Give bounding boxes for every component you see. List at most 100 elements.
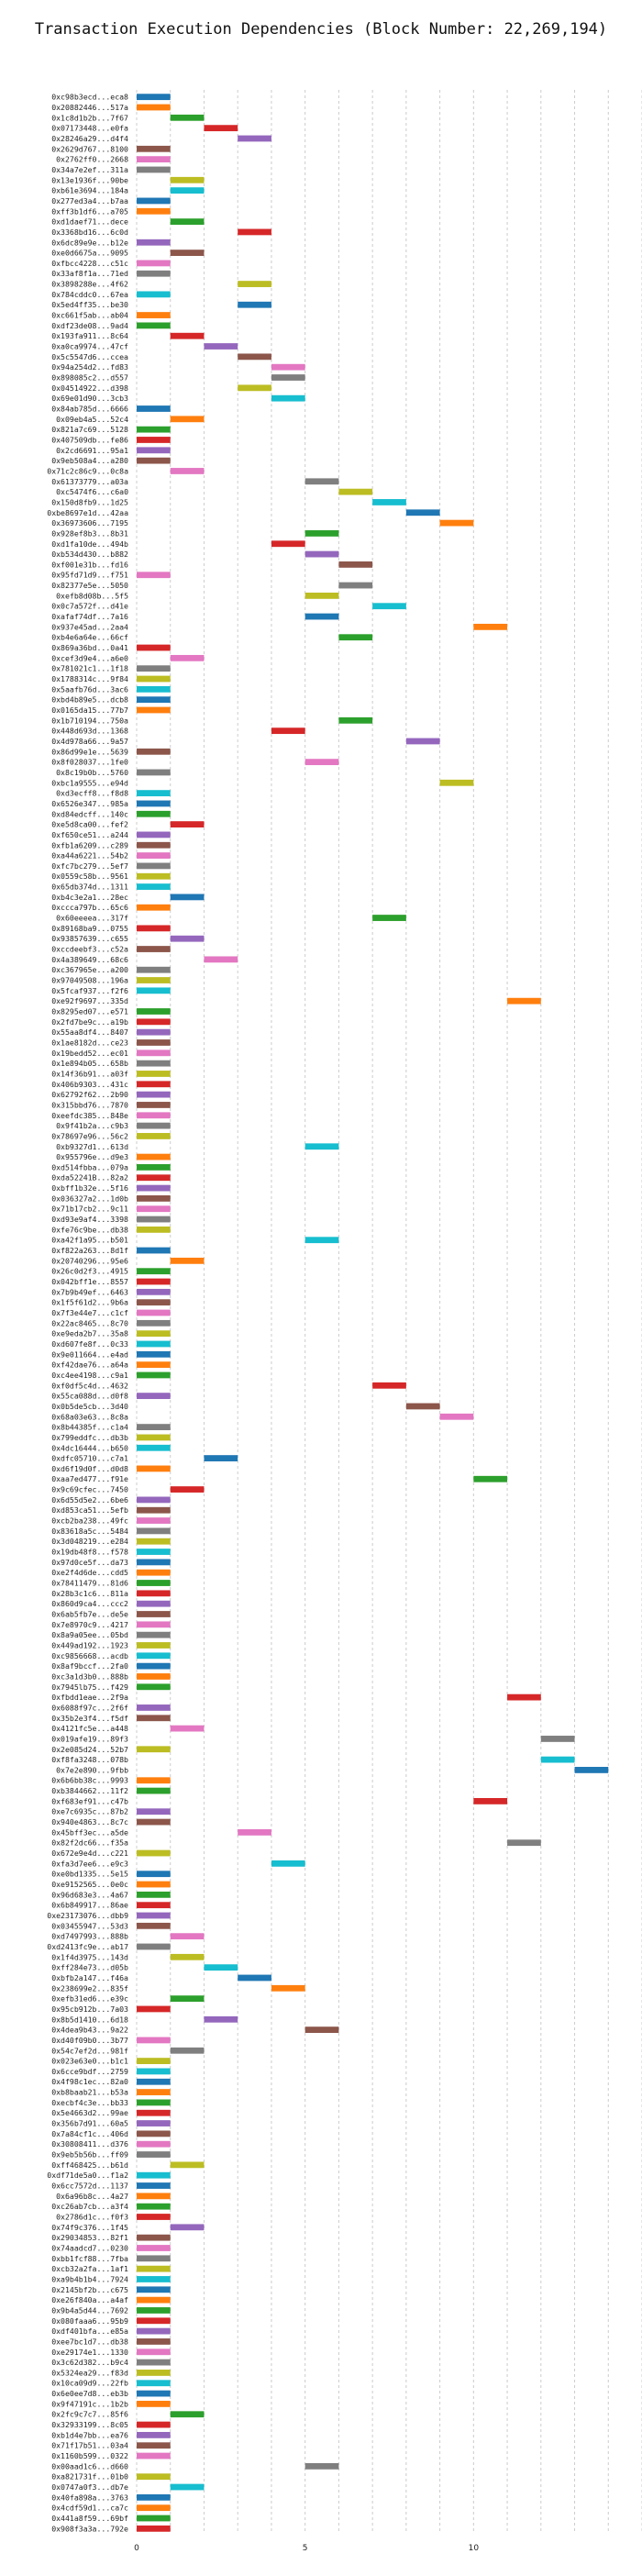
y-tick-label: 0xf822a263...8d1f [51,1246,128,1255]
y-tick-label: 0xecbf4c3e...bb33 [51,2098,128,2107]
task-bar [137,2390,171,2397]
y-tick-label: 0x20882446...517a [51,103,128,112]
y-tick-label: 0x407509db...fe86 [51,435,128,444]
task-bar [137,1081,171,1088]
task-bar [372,603,406,610]
task-bar [137,2140,171,2148]
task-bar [137,2234,171,2241]
y-tick-label: 0x10ca09d9...22fb [51,2379,128,2388]
y-tick-label: 0x40fa898a...3763 [51,2493,128,2502]
task-bar [137,1194,171,1202]
y-tick-label: 0x96d683e3...4a67 [51,1890,128,1899]
task-bar [137,2296,171,2304]
task-bar [137,1559,171,1566]
y-tick-label: 0x4dc16444...b650 [51,1443,128,1452]
task-bar [137,841,171,849]
y-tick-label: 0x71b17cb2...9c11 [51,1205,128,1214]
y-tick-label: 0x6dc89e9e...b12e [51,238,128,247]
y-tick-label: 0xbc1a9555...e94d [51,778,128,787]
y-tick-label: 0x019afe19...89f3 [51,1734,128,1743]
task-bar [372,499,406,505]
y-tick-label: 0x78697e96...56c2 [51,1131,128,1140]
y-tick-label: 0x4dea9b43...9a22 [51,2026,128,2035]
y-tick-label: 0xf001e31b...fd16 [51,560,128,569]
y-tick-labels: 0xc98b3ecd...eca80x20882446...517a0x1c8d… [47,93,128,2534]
task-bar [304,2462,339,2470]
task-bar [137,1808,171,1815]
x-tick-labels: 0 5 10 [134,2544,479,2553]
task-bar [137,1580,171,1586]
y-tick-label: 0x83618a5c...5484 [51,1527,128,1536]
task-bar [137,1902,171,1909]
task-bar [137,1652,171,1660]
task-bar [137,2203,171,2210]
task-bar [137,1060,171,1067]
y-tick-label: 0x193fa911...8c64 [51,331,128,340]
task-bar [170,2224,205,2231]
chart-title: Transaction Execution Dependencies (Bloc… [34,20,608,39]
y-tick-label: 0x82377e5e...5050 [51,581,128,590]
y-tick-label: 0x928ef8b3...8b31 [51,528,128,538]
y-tick-label: 0x69e01d90...3cb3 [51,394,128,403]
y-tick-label: 0xe26f840a...a4af [51,2295,128,2304]
task-bar [137,104,171,111]
y-tick-label: 0x2e085d24...52b7 [51,1745,128,1754]
y-tick-label: 0x8af9bccf...2fa0 [51,1661,128,1671]
y-tick-label: 0x26c0d2f3...4915 [51,1267,128,1276]
task-bar [137,2089,171,2095]
task-bar [137,2182,171,2189]
y-tick-label: 0x937e45ad...2aa4 [51,622,128,631]
y-tick-label: 0x3d048219...e284 [51,1537,128,1546]
y-tick-label: 0xc26ab7cb...a3f4 [51,2202,128,2211]
y-tick-label: 0x74f9c376...1f45 [51,2223,128,2232]
task-bar [372,1382,406,1389]
task-bar [137,1319,171,1327]
task-bar [137,831,171,838]
task-bar [137,872,171,880]
y-tick-label: 0x5fcaf937...f2f6 [51,986,128,995]
task-bar [540,1756,575,1763]
task-bar [170,1953,205,1960]
y-tick-label: 0xd1fa10de...494b [51,539,128,549]
y-tick-label: 0x277ed3a4...b7aa [51,196,128,205]
task-bar [137,1444,171,1451]
task-bar [304,613,339,620]
task-bar [137,2130,171,2137]
y-tick-label: 0x8a9a05ee...05bd [51,1630,128,1639]
task-bar [137,1881,171,1888]
task-bar [238,301,271,308]
task-bar [137,644,171,651]
task-bar [137,2193,171,2200]
task-bar [137,1340,171,1348]
task-bar [137,1112,171,1119]
y-tick-label: 0xcef3d9e4...a6e0 [51,653,128,662]
task-bar [137,405,171,412]
y-tick-label: 0x955796e...d9e3 [56,1152,128,1161]
task-bar [137,2359,171,2366]
task-bar [137,2255,171,2262]
y-tick-label: 0xefb8d08b...5f5 [56,591,128,600]
y-tick-label: 0x00aad1c6...d660 [51,2461,128,2471]
y-tick-label: 0x8f028037...1fe0 [51,758,128,767]
task-bar [238,1828,271,1836]
task-bar [170,2483,205,2491]
y-tick-label: 0xccca797b...65c6 [51,903,128,912]
y-tick-label: 0xd84edcff...140c [51,809,128,818]
x-tick-label: 5 [303,2544,308,2553]
task-bar [204,343,238,350]
y-tick-label: 0xfc7bc279...5ef7 [51,861,128,871]
task-bar [338,582,373,589]
y-tick-label: 0xbfb2a147...f46a [51,1973,128,1982]
y-tick-label: 0x1160b599...0322 [51,2451,128,2460]
y-tick-label: 0x1788314c...9f84 [51,674,128,683]
task-bar [137,1268,171,1275]
task-bar [137,1631,171,1638]
y-tick-label: 0x1f5f61d2...9b6a [51,1298,128,1307]
task-bar [137,966,171,973]
task-bar [137,925,171,932]
y-tick-label: 0xe0d6675a...9095 [51,249,128,258]
task-bar [137,426,171,433]
y-tick-label: 0x71c2c86c9...0c8a [47,466,128,475]
y-tick-label: 0x2145bf2b...c675 [51,2285,128,2294]
task-bar [137,270,171,277]
